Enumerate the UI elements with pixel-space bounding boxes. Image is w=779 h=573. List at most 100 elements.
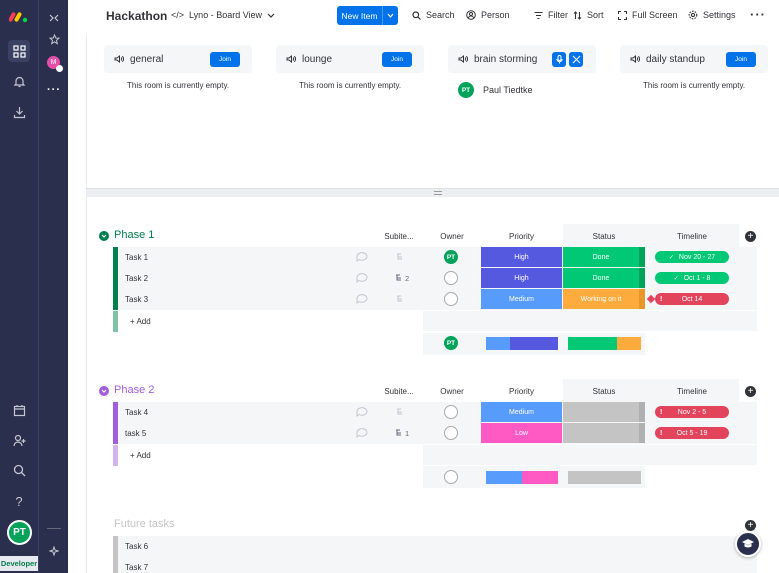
column-header-priority[interactable]: Priority (509, 232, 534, 241)
comment-icon[interactable] (356, 273, 368, 283)
group-title[interactable]: Phase 2 (114, 384, 155, 396)
subitems-icon[interactable] (396, 253, 404, 261)
subitems-count[interactable]: 1 (405, 429, 410, 438)
table-row[interactable]: task 5 1 Low ! Oct 5 - 19 (113, 423, 757, 444)
add-item-row[interactable]: + Add (113, 311, 423, 332)
empty-owner-avatar[interactable] (444, 292, 458, 306)
status-cell[interactable]: Working on it (563, 289, 639, 309)
star-icon[interactable] (44, 29, 64, 49)
empty-owner-avatar[interactable] (444, 271, 458, 285)
add-column-button[interactable]: + (745, 386, 756, 397)
priority-cell[interactable]: Low (481, 423, 562, 443)
column-header-owner[interactable]: Owner (440, 232, 464, 241)
pin-icon[interactable] (44, 541, 64, 561)
invite-user-icon[interactable] (8, 429, 30, 451)
filter-button[interactable]: Filter (534, 10, 568, 20)
comment-icon[interactable] (356, 407, 368, 417)
view-selector[interactable]: </> Lyno - Board View (171, 10, 275, 20)
person-filter-button[interactable]: Person (466, 10, 510, 20)
settings-button[interactable]: Settings (688, 10, 736, 20)
status-cell[interactable]: Done (563, 247, 639, 267)
group-title[interactable]: Future tasks (114, 518, 175, 530)
item-name[interactable]: Task 6 (125, 542, 149, 551)
item-name[interactable]: Task 1 (125, 253, 149, 262)
search-button[interactable]: Search (412, 10, 455, 20)
board-title[interactable]: Hackathon (106, 9, 168, 23)
workspace-grid-icon[interactable] (8, 40, 30, 62)
new-item-button[interactable]: New Item (341, 10, 378, 21)
status-cell[interactable] (563, 423, 639, 443)
group-collapse-icon[interactable] (99, 231, 109, 241)
empty-owner-avatar[interactable] (444, 405, 458, 419)
column-header-timeline[interactable]: Timeline (677, 387, 707, 396)
item-name[interactable]: Task 3 (125, 295, 149, 304)
timeline-pill[interactable]: ✓ Nov 20 - 27 (655, 251, 729, 263)
subitems-icon[interactable] (395, 429, 403, 437)
comment-icon[interactable] (356, 294, 368, 304)
speaker-icon (286, 54, 296, 64)
new-item-dropdown[interactable] (382, 6, 398, 25)
add-item-button[interactable]: + Add (130, 317, 151, 326)
comment-icon[interactable] (356, 428, 368, 438)
learning-center-button[interactable] (735, 531, 761, 557)
table-row[interactable]: Task 1 PT High Done ✓ Nov 20 - 27 (113, 247, 757, 268)
add-item-row[interactable]: + Add (113, 445, 423, 466)
timeline-pill[interactable]: ✓ Oct 1 - 8 (655, 272, 729, 284)
sort-button[interactable]: Sort (573, 10, 604, 20)
add-column-button[interactable]: + (745, 231, 756, 242)
add-column-button[interactable]: + (745, 520, 756, 531)
column-header-subitems[interactable]: Subite... (384, 232, 414, 241)
subitems-icon[interactable] (396, 408, 404, 416)
table-row[interactable]: Task 3 Medium Working on it ! Oct 14 (113, 289, 757, 310)
subitems-count[interactable]: 2 (405, 274, 410, 283)
group-collapse-icon[interactable] (99, 386, 109, 396)
join-room-button[interactable]: Join (382, 52, 412, 67)
panel-resize-handle[interactable] (86, 188, 779, 197)
timeline-pill[interactable]: ! Nov 2 - 5 (655, 406, 729, 418)
empty-owner-avatar[interactable] (444, 426, 458, 440)
leave-room-button[interactable] (569, 52, 583, 67)
column-header-priority[interactable]: Priority (509, 387, 534, 396)
help-icon[interactable]: ? (15, 493, 23, 509)
priority-cell[interactable]: Medium (481, 402, 562, 422)
table-row[interactable]: Task 7 (113, 557, 757, 573)
item-name[interactable]: Task 7 (125, 563, 149, 572)
more-menu-icon[interactable]: ··· (750, 7, 766, 22)
monday-logo-icon[interactable] (8, 6, 30, 28)
more-options-icon[interactable]: ··· (47, 84, 61, 96)
item-name[interactable]: task 5 (125, 429, 147, 438)
timeline-pill[interactable]: ! Oct 5 - 19 (655, 427, 729, 439)
timeline-pill[interactable]: ! Oct 14 (655, 293, 729, 305)
fullscreen-button[interactable]: Full Screen (618, 10, 678, 20)
priority-cell[interactable]: Medium (481, 289, 562, 309)
priority-cell[interactable]: High (481, 247, 562, 267)
subitems-icon[interactable] (396, 295, 404, 303)
column-header-subitems[interactable]: Subite... (384, 387, 414, 396)
comment-icon[interactable] (356, 252, 368, 262)
column-header-timeline[interactable]: Timeline (677, 232, 707, 241)
group-title[interactable]: Phase 1 (114, 229, 155, 241)
owner-avatar[interactable]: PT (444, 250, 458, 264)
subitems-icon[interactable] (395, 274, 403, 282)
user-avatar[interactable]: PT (7, 520, 32, 545)
search-icon[interactable] (8, 459, 30, 481)
join-room-button[interactable]: Join (210, 52, 240, 67)
table-row[interactable]: Task 2 2 High Done ✓ Oct 1 - 8 (113, 268, 757, 289)
column-header-status[interactable]: Status (592, 232, 616, 241)
item-name[interactable]: Task 2 (125, 274, 149, 283)
collapse-chevrons-icon[interactable] (44, 8, 64, 28)
table-row[interactable]: Task 6 (113, 536, 757, 557)
status-cell[interactable]: Done (563, 268, 639, 288)
item-name[interactable]: Task 4 (125, 408, 149, 417)
microphone-button[interactable] (552, 52, 566, 67)
column-header-status[interactable]: Status (592, 387, 616, 396)
download-icon[interactable] (8, 101, 30, 123)
bell-icon[interactable] (8, 70, 30, 92)
calendar-icon[interactable] (8, 399, 30, 421)
priority-cell[interactable]: High (481, 268, 562, 288)
table-row[interactable]: Task 4 Medium ! Nov 2 - 5 (113, 402, 757, 423)
add-item-button[interactable]: + Add (130, 451, 151, 460)
column-header-owner[interactable]: Owner (440, 387, 464, 396)
join-room-button[interactable]: Join (726, 52, 756, 67)
status-cell[interactable] (563, 402, 639, 422)
